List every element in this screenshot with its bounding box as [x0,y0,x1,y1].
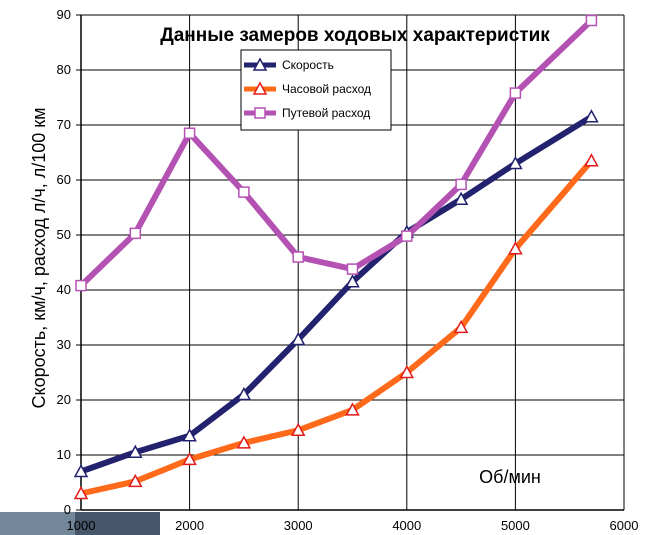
legend-marker [252,57,268,71]
series-1-point [453,319,469,334]
series-1-point [236,435,252,449]
series-1 [73,153,599,500]
series-2-point [509,87,522,99]
series-0 [73,109,599,478]
series-0-point [236,386,252,401]
series-0-point [290,331,306,346]
y-tick-label: 60 [57,172,71,187]
legend-label: Скорость [282,58,334,72]
series-1-point [128,473,143,488]
y-tick-label: 90 [57,7,71,22]
series-0-point [453,191,469,205]
series-0-point [128,444,143,458]
series-1-point [182,451,197,466]
x-unit-label: Об/мин [479,467,541,487]
x-tick-label: 4000 [392,518,421,533]
x-tick-label: 1000 [67,518,96,533]
y-tick-label: 70 [57,117,71,132]
y-tick-label: 30 [57,337,71,352]
series-line-0 [79,114,593,475]
series-2-point [292,251,304,263]
series-line-2 [78,18,594,288]
series-2-point [238,186,250,198]
series-layer [73,14,599,500]
x-tick-label: 2000 [175,518,204,533]
legend-marker [252,81,268,95]
chart-title: Данные замеров ходовых характеристик [160,25,550,46]
legend-label: Часовой расход [282,82,371,96]
y-tick-label: 40 [57,282,71,297]
series-1-point [584,153,599,167]
series-1-point [399,364,415,379]
series-1-point [508,241,523,255]
legend-marker [254,107,266,119]
series-2 [75,14,598,292]
x-tick-label: 3000 [284,518,313,533]
series-1-point [73,485,89,500]
series-1-point [290,422,306,436]
series-2-point [346,263,359,275]
y-tick-label: 50 [57,227,71,242]
series-0-point [508,155,523,170]
legend: Скорость Часовой расход Путевой расход [240,49,392,131]
series-0-point [182,428,197,442]
series-0-point [345,274,360,288]
legend-label: Путевой расход [282,106,370,120]
x-tick-label: 5000 [501,518,530,533]
series-0-point [584,109,599,123]
y-tick-label: 10 [57,447,71,462]
series-2-point [585,14,598,27]
decorative-strip-light [0,512,75,535]
series-0-point [73,463,89,478]
axes-layer: 1000 2000 3000 4000 5000 6000 0 10 20 30 40 50 60 70 8… [57,7,639,533]
y-tick-label: 0 [64,502,71,517]
series-line-1 [80,158,594,497]
series-2-point [75,279,87,292]
y-tick-label: 20 [57,392,71,407]
series-1-point [345,402,360,416]
series-2-point [401,230,413,242]
y-tick-label: 80 [57,62,71,77]
series-2-point [183,127,196,139]
series-2-point [129,227,142,240]
x-tick-label: 6000 [610,518,639,533]
series-2-point [455,178,467,191]
y-axis-title: Скорость, км/ч, расход л/ч, л/100 км [29,108,49,409]
